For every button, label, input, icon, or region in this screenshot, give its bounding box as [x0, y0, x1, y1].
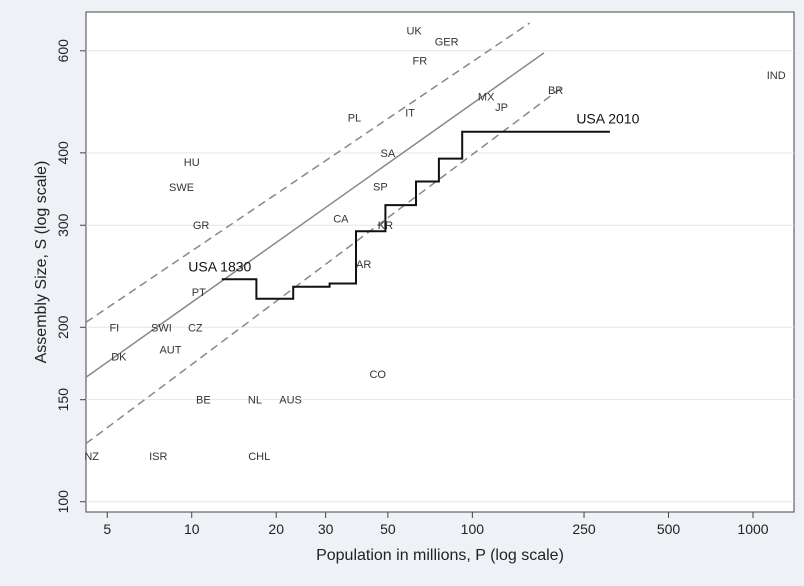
country-label-sp: SP	[373, 181, 388, 193]
fit-line-0	[85, 52, 545, 378]
country-label-isr: ISR	[149, 451, 167, 463]
country-label-dk: DK	[111, 352, 127, 364]
country-label-swi: SWI	[151, 322, 172, 334]
country-label-co: CO	[369, 369, 386, 381]
country-labels: NZ DK FI ISR SWI AUT CZ PT BE GR SWE HU NL AUS CHL CO AR…	[84, 26, 785, 463]
country-label-kr: KR	[378, 220, 393, 232]
x-tick-label-1000: 1000	[737, 521, 768, 537]
country-label-uk: UK	[406, 26, 422, 38]
x-tick-label-50: 50	[380, 521, 396, 537]
fit-lines	[85, 22, 564, 445]
country-label-aut: AUT	[159, 345, 181, 357]
country-label-ind: IND	[767, 70, 786, 82]
country-label-mx: MX	[478, 92, 495, 104]
x-tick-label-500: 500	[657, 521, 681, 537]
annotation-1: USA 2010	[576, 111, 639, 127]
x-tick-label-250: 250	[572, 521, 596, 537]
country-label-nl: NL	[248, 395, 262, 407]
country-label-nz: NZ	[84, 451, 99, 463]
y-axis-title: Assembly Size, S (log scale)	[33, 161, 50, 364]
country-label-it: IT	[405, 107, 415, 119]
x-axis-title: Population in millions, P (log scale)	[316, 547, 564, 564]
country-label-gr: GR	[193, 220, 210, 232]
country-label-fr: FR	[413, 56, 428, 68]
x-tick-label-5: 5	[103, 521, 111, 537]
y-axis-ticks: 100 150 200 300 400 600	[55, 39, 86, 514]
country-label-aus: AUS	[279, 395, 302, 407]
usa-step-line	[221, 130, 610, 300]
country-label-br: BR	[548, 85, 563, 97]
x-tick-label-10: 10	[184, 521, 200, 537]
country-label-jp: JP	[495, 102, 508, 114]
country-label-hu: HU	[184, 157, 200, 169]
country-label-chl: CHL	[248, 451, 270, 463]
x-tick-label-30: 30	[318, 521, 334, 537]
dashed-bound-line-2	[85, 86, 564, 445]
country-label-be: BE	[196, 395, 211, 407]
country-label-fi: FI	[109, 322, 119, 334]
country-label-swe: SWE	[169, 182, 194, 194]
country-label-sa: SA	[381, 148, 396, 160]
country-label-ger: GER	[435, 37, 459, 49]
y-tick-label-100: 100	[55, 490, 71, 514]
usa-step-series	[221, 130, 610, 300]
country-label-pl: PL	[348, 113, 361, 125]
country-label-pt: PT	[192, 287, 206, 299]
dashed-bound-line-1	[85, 22, 531, 323]
country-label-cz: CZ	[188, 322, 203, 334]
country-label-ar: AR	[356, 259, 371, 271]
country-label-ca: CA	[333, 214, 349, 226]
y-tick-label-600: 600	[55, 39, 71, 63]
y-tick-label-400: 400	[55, 141, 71, 165]
annotation-0: USA 1830	[188, 258, 251, 274]
plot-background	[85, 11, 795, 513]
x-axis-ticks: 5 10 20 30 50 100 250 500 1000	[103, 512, 769, 537]
y-tick-label-200: 200	[55, 315, 71, 339]
y-tick-label-150: 150	[55, 388, 71, 412]
y-tick-label-300: 300	[55, 213, 71, 237]
grid-lines	[86, 50, 794, 503]
x-tick-label-20: 20	[268, 521, 284, 537]
x-tick-label-100: 100	[461, 521, 485, 537]
annotations: USA 1830 USA 2010	[188, 111, 639, 275]
